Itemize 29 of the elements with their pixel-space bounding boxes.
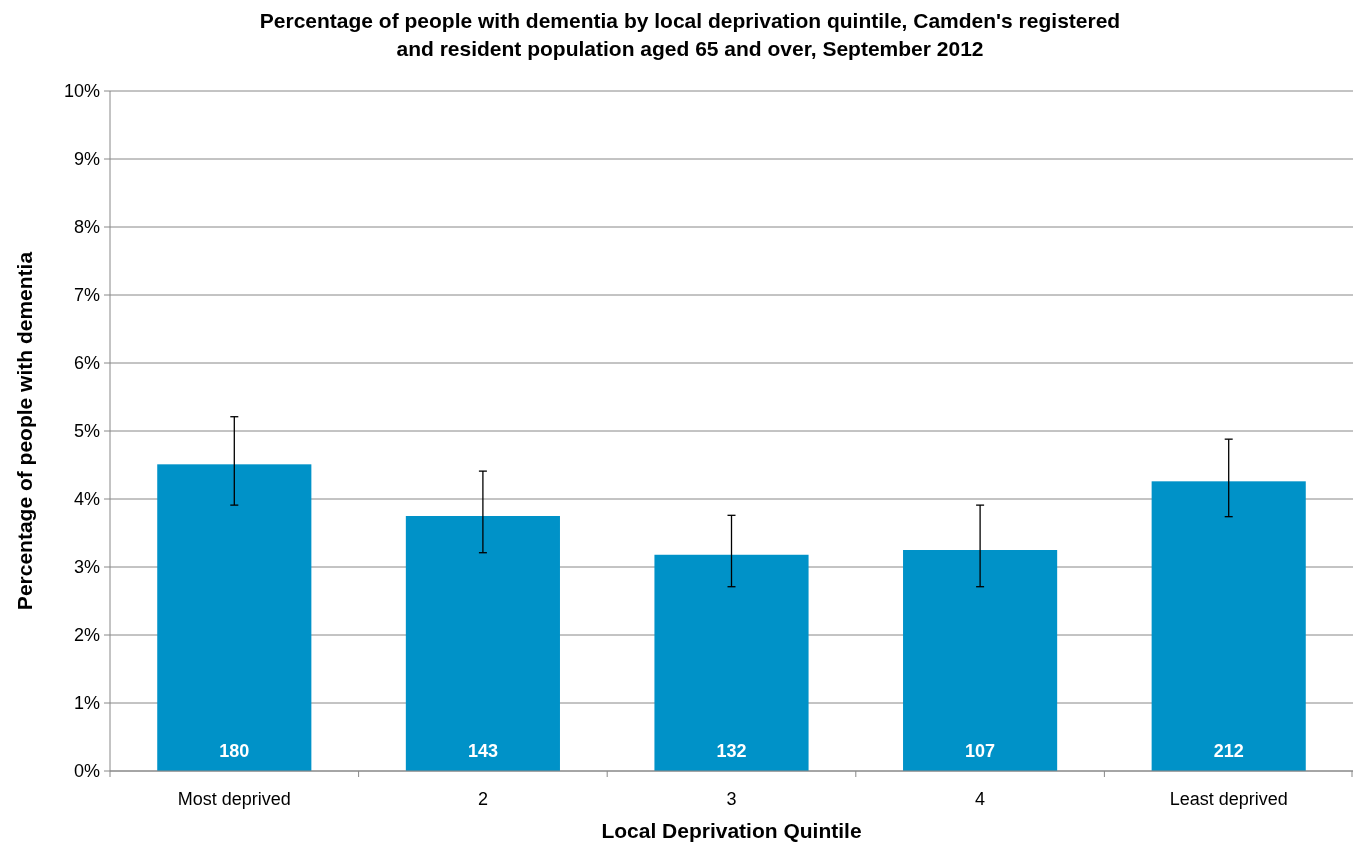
x-tick-label: Most deprived: [177, 789, 291, 809]
bar: [654, 554, 809, 771]
x-tick-label: Least deprived: [1169, 789, 1288, 809]
chart-title: Percentage of people with dementia by local deprivation quintile, Camden's registered and resident population aged 65 and over, September 2012: [259, 9, 1121, 60]
x-tick-label: 3: [726, 789, 737, 809]
bar: [157, 464, 312, 771]
bar: [1151, 481, 1306, 771]
annotation: 180: [219, 741, 250, 761]
x-tick-label: 2: [477, 789, 488, 809]
annotation: 132: [716, 741, 747, 761]
y-tick-label: 5%: [73, 421, 100, 442]
annotation: 212: [1213, 741, 1244, 761]
bar: [903, 550, 1058, 771]
y-tick-label: 2%: [73, 625, 100, 646]
y-axis-title: Percentage of people with dementia: [13, 251, 36, 611]
y-tick-label: 3%: [73, 557, 100, 578]
x-axis-title: Local Deprivation Quintile: [601, 819, 862, 842]
x-tick-label: 4: [975, 789, 986, 809]
y-tick-label: 9%: [73, 149, 100, 170]
y-tick-label: 1%: [73, 693, 100, 714]
y-tick-label: 6%: [73, 353, 100, 374]
bar: [405, 516, 560, 771]
annotation: 143: [467, 741, 498, 761]
y-tick-label: 7%: [73, 285, 100, 306]
annotation: 107: [965, 741, 996, 761]
y-tick-label: 10%: [63, 81, 100, 102]
y-tick-label: 0%: [73, 761, 100, 782]
y-tick-label: 8%: [73, 217, 100, 238]
y-tick-label: 4%: [73, 489, 100, 510]
